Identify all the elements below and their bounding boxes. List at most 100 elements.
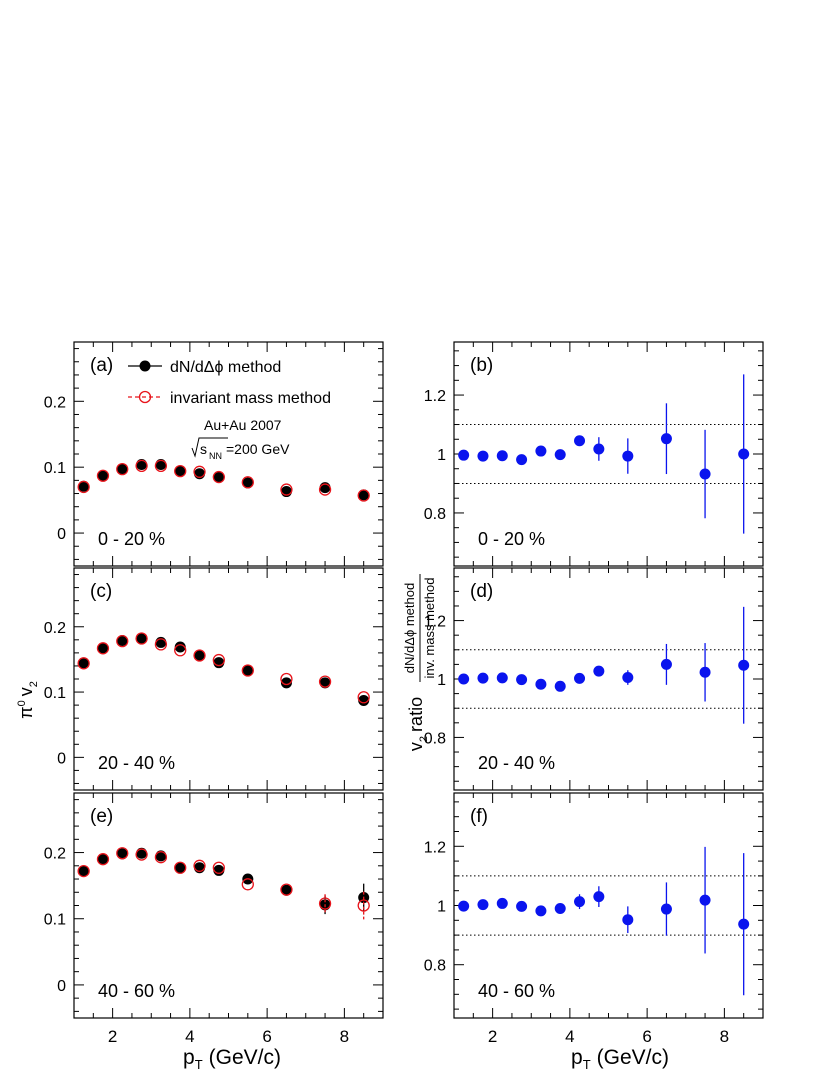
data-point-ratio bbox=[496, 450, 508, 462]
data-point-open bbox=[174, 861, 187, 874]
data-point-open bbox=[174, 464, 187, 478]
data-point-filled bbox=[280, 884, 292, 896]
y-tick-label: 0.8 bbox=[424, 958, 446, 975]
y-tick-label: 1.2 bbox=[424, 839, 446, 856]
y-tick-label: 1 bbox=[437, 447, 446, 464]
data-point-open bbox=[357, 691, 370, 704]
data-point-open bbox=[154, 638, 168, 651]
x-tick-label: 2 bbox=[108, 1027, 117, 1046]
data-point-filled bbox=[97, 642, 109, 654]
y-tick-label: 0.2 bbox=[44, 394, 66, 411]
panel-e: 2 4 6 8 0 0.1 0.2 (e) 40 - 60 % bbox=[44, 792, 384, 1046]
data-point-filled bbox=[78, 480, 90, 492]
y-tick-label: 1.2 bbox=[424, 388, 446, 405]
data-point-open bbox=[135, 848, 148, 861]
data-point-filled bbox=[116, 634, 128, 646]
ratio-title-v: v bbox=[406, 742, 426, 751]
data-point-open bbox=[357, 899, 370, 912]
x-tick-label: 4 bbox=[565, 1027, 574, 1046]
data-point-open bbox=[77, 480, 90, 494]
y-tick-label: 0.1 bbox=[44, 460, 66, 477]
energy-s: s bbox=[200, 441, 207, 457]
x-title-p: p bbox=[183, 1046, 195, 1069]
data-point-open bbox=[174, 644, 187, 657]
data-point-open bbox=[77, 657, 90, 670]
legend-marker-filled bbox=[139, 360, 151, 372]
data-point-filled bbox=[242, 477, 254, 489]
data-point-filled bbox=[280, 677, 292, 689]
data-point-open bbox=[154, 851, 168, 864]
centrality-label: 20 - 40 % bbox=[478, 753, 555, 773]
panel-b: 0.8 1 1.2 (b) 0 - 20 % bbox=[424, 341, 764, 567]
data-point-ratio bbox=[593, 443, 605, 455]
svg-text:pT(GeV/c): pT (GeV/c) bbox=[183, 1046, 281, 1072]
data-point-open bbox=[154, 459, 168, 473]
panel-c: 0 0.1 0.2 (c) 20 - 40 % bbox=[44, 567, 384, 791]
data-point-filled bbox=[174, 465, 186, 477]
data-point-open bbox=[96, 853, 110, 866]
centrality-label: 40 - 60 % bbox=[98, 981, 175, 1001]
x-title-unit: (GeV/c) bbox=[209, 1046, 281, 1069]
panel-label: (b) bbox=[470, 355, 493, 376]
data-point-ratio bbox=[516, 900, 528, 912]
x-axis-title-left: pT (GeV/c) bbox=[183, 1046, 281, 1072]
centrality-label: 20 - 40 % bbox=[98, 753, 175, 773]
data-point-ratio bbox=[477, 899, 489, 911]
data-point-open bbox=[280, 883, 293, 896]
y-tick-label: 0.2 bbox=[44, 620, 66, 637]
data-point-ratio bbox=[738, 918, 750, 930]
data-point-ratio bbox=[738, 659, 750, 671]
y-tick-label: 0.8 bbox=[424, 730, 446, 747]
x-tick-label: 8 bbox=[720, 1027, 729, 1046]
data-point-filled bbox=[174, 641, 186, 653]
data-point-ratio bbox=[622, 914, 634, 926]
y-tick-label: 0.8 bbox=[424, 506, 446, 523]
y-tick-label: 0.1 bbox=[44, 912, 66, 929]
data-point-filled bbox=[174, 862, 186, 874]
x-axis-title-right: pT (GeV/c) bbox=[571, 1046, 669, 1072]
left-y-axis-title: π0 v2 bbox=[16, 681, 40, 719]
data-point-filled bbox=[78, 657, 90, 669]
y-title-v: v bbox=[16, 687, 36, 696]
data-point-open bbox=[135, 632, 148, 645]
y-tick-label: 0 bbox=[57, 750, 66, 767]
data-point-ratio bbox=[516, 454, 528, 466]
y-tick-label: 0.2 bbox=[44, 846, 66, 863]
data-point-open bbox=[212, 653, 225, 667]
centrality-label: 0 - 20 % bbox=[478, 529, 545, 549]
data-point-ratio bbox=[535, 445, 547, 457]
data-point-open bbox=[116, 463, 129, 476]
sqrt-sign bbox=[191, 437, 228, 458]
data-point-open bbox=[241, 664, 254, 677]
data-point-ratio bbox=[535, 905, 547, 917]
panel-a: 0 0.1 0.2 (a) 0 - 20 % bbox=[44, 341, 384, 567]
data-point-filled bbox=[78, 865, 90, 877]
x-tick-label: 6 bbox=[642, 1027, 651, 1046]
data-point-filled bbox=[194, 649, 206, 661]
y-tick-label: 0 bbox=[57, 526, 66, 543]
y-tick-label: 1 bbox=[437, 672, 446, 689]
x-tick-label: 4 bbox=[185, 1027, 194, 1046]
data-point-ratio bbox=[622, 672, 634, 684]
data-point-ratio bbox=[699, 468, 711, 480]
legend-entry-open: invariant mass method bbox=[170, 390, 331, 407]
data-point-filled bbox=[97, 853, 109, 865]
y-tick-label: 1 bbox=[437, 899, 446, 916]
panel-d: 0.8 1 1.2 (d) 20 - 40 % bbox=[424, 567, 764, 791]
data-point-filled bbox=[213, 657, 225, 669]
data-point-filled bbox=[213, 864, 225, 876]
y-tick-label: 0.1 bbox=[44, 685, 66, 702]
panel-label: (e) bbox=[90, 806, 113, 827]
right-y-axis-title: v2 ratio dN/dΔϕ method inv. mass method bbox=[402, 574, 437, 751]
legend: dN/dΔϕ method invariant mass method bbox=[128, 359, 331, 407]
panel-label: (f) bbox=[470, 806, 488, 827]
panel-label: (a) bbox=[90, 355, 113, 376]
data-point-filled bbox=[242, 665, 254, 677]
x-title-p: p bbox=[571, 1046, 583, 1069]
data-point-open bbox=[212, 470, 225, 484]
data-point-ratio bbox=[477, 672, 489, 684]
x-tick-label: 2 bbox=[488, 1027, 497, 1046]
data-point-open bbox=[280, 483, 293, 496]
data-point-ratio bbox=[660, 658, 672, 670]
